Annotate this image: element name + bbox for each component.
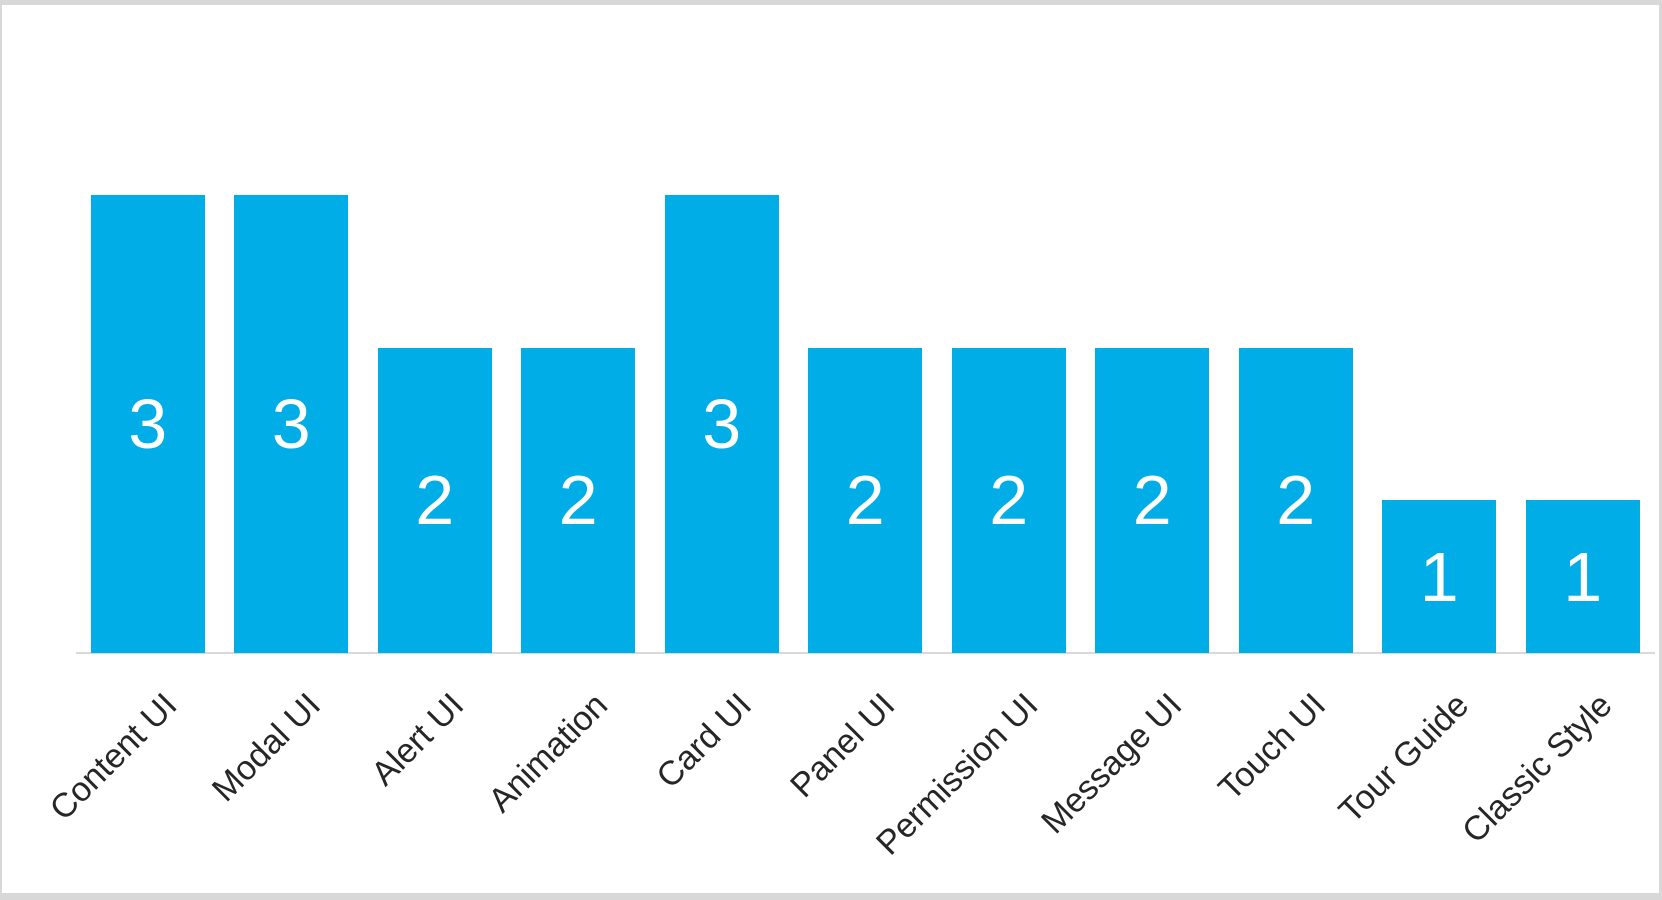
bar-value-label: 2 <box>1132 461 1172 540</box>
bar-classic-style: 1 <box>1525 500 1640 653</box>
bar-animation: 2 <box>521 347 636 653</box>
category-label-tour-guide: Tour Guide <box>1331 686 1477 831</box>
bar-touch-ui: 2 <box>1238 347 1353 653</box>
bar-value-label: 1 <box>1419 537 1459 616</box>
bar-modal-ui: 3 <box>234 194 349 653</box>
bar-value-label: 2 <box>1276 461 1316 540</box>
bar-value-label: 2 <box>845 461 885 540</box>
canvas-border-bottom <box>0 893 1662 900</box>
category-label-animation: Animation <box>481 686 616 820</box>
bar-card-ui: 3 <box>664 194 779 653</box>
bar-alert-ui: 2 <box>377 347 492 653</box>
bar-value-label: 2 <box>989 461 1029 540</box>
x-axis-line <box>76 652 1655 654</box>
bar-panel-ui: 2 <box>808 347 923 653</box>
bar-value-label: 3 <box>271 384 311 463</box>
bar-permission-ui: 2 <box>951 347 1066 653</box>
canvas-border-top <box>0 0 1662 5</box>
bar-value-label: 1 <box>1563 537 1603 616</box>
bar-value-label: 3 <box>128 384 168 463</box>
category-label-message-ui: Message UI <box>1033 686 1190 842</box>
category-label-panel-ui: Panel UI <box>783 686 903 806</box>
category-label-alert-ui: Alert UI <box>364 686 472 794</box>
category-label-touch-ui: Touch UI <box>1210 686 1333 808</box>
category-label-card-ui: Card UI <box>648 686 759 796</box>
bar-value-label: 2 <box>415 461 455 540</box>
bar-content-ui: 3 <box>90 194 205 653</box>
bar-message-ui: 2 <box>1095 347 1210 653</box>
category-label-content-ui: Content UI <box>42 686 185 828</box>
bar-value-label: 3 <box>702 384 742 463</box>
bar-tour-guide: 1 <box>1382 500 1497 653</box>
bar-value-label: 2 <box>558 461 598 540</box>
canvas-border-left <box>0 0 2 900</box>
category-label-modal-ui: Modal UI <box>205 686 329 810</box>
category-label-classic-style: Classic Style <box>1455 686 1620 851</box>
canvas-border-right <box>1659 0 1662 900</box>
